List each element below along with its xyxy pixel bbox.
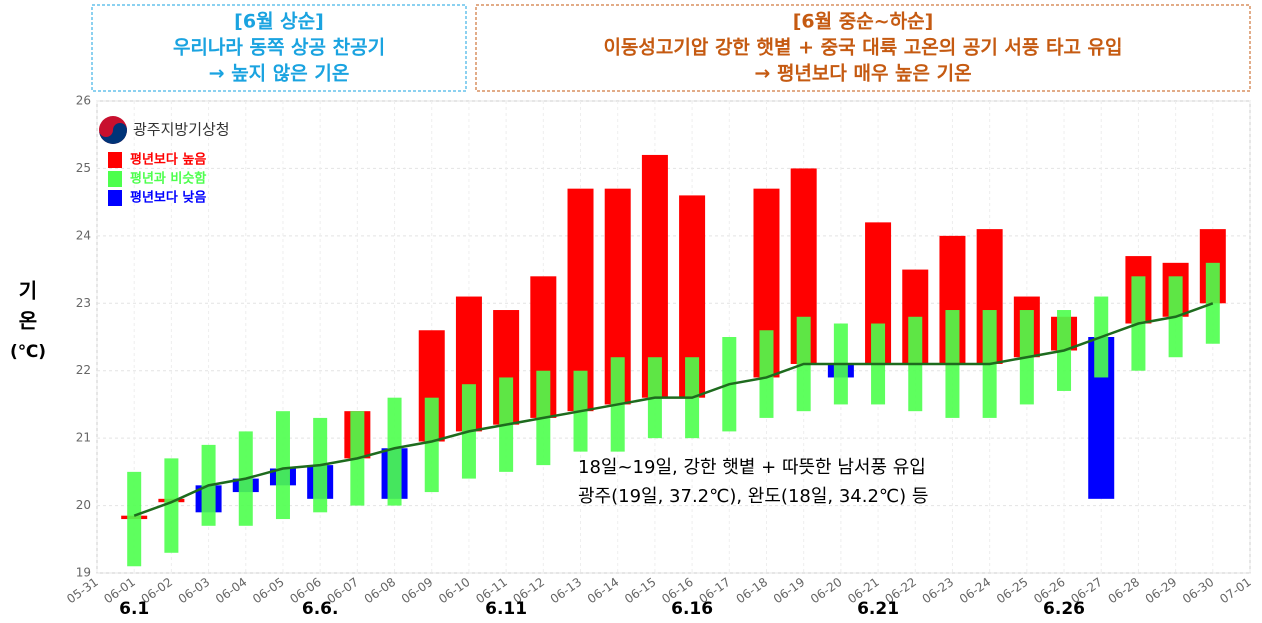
x-tick-label: 06-29 bbox=[1143, 575, 1180, 606]
annotation: 18일~19일, 강한 햇볕 + 따뜻한 남서풍 유입 bbox=[578, 457, 926, 478]
legend-label: 평년보다 낮음 bbox=[130, 190, 206, 206]
normal-range bbox=[275, 411, 290, 520]
left-line: [6월 상순] bbox=[234, 11, 324, 33]
x-tick-label: 06-20 bbox=[808, 575, 845, 606]
x-tick-label: 06-05 bbox=[250, 575, 287, 606]
y-tick-label: 20 bbox=[76, 498, 91, 512]
x-tick-label: 06-18 bbox=[734, 575, 771, 606]
x-tick-label: 06-09 bbox=[399, 575, 436, 606]
date-marker: 6.26 bbox=[1043, 599, 1085, 619]
x-tick-label: 06-28 bbox=[1106, 575, 1143, 606]
normal-range bbox=[759, 330, 774, 418]
left-line: 우리나라 동쪽 상공 찬공기 bbox=[173, 37, 385, 59]
annotation: 광주(19일, 37.2℃), 완도(18일, 34.2℃) 등 bbox=[578, 486, 928, 507]
y-tick-label: 22 bbox=[76, 363, 91, 377]
legend-swatch bbox=[108, 152, 122, 168]
legend-label: 평년보다 높음 bbox=[130, 152, 206, 168]
y-tick-label: 23 bbox=[76, 296, 91, 310]
x-tick-label: 06-13 bbox=[548, 575, 585, 606]
date-marker: 6.16 bbox=[671, 599, 713, 619]
y-axis-label: 기 bbox=[19, 279, 37, 303]
left-line: → 높지 않은 기온 bbox=[209, 63, 350, 85]
y-tick-label: 26 bbox=[76, 94, 91, 108]
left-box bbox=[91, 4, 467, 92]
y-tick-label: 19 bbox=[76, 566, 91, 580]
right-line: 이동성고기압 강한 햇볕 + 중국 대륙 고온의 공기 서풍 타고 유입 bbox=[603, 37, 1122, 59]
y-axis-label: 온 bbox=[19, 309, 37, 333]
x-tick-label: 06-30 bbox=[1180, 575, 1217, 606]
legend-swatch bbox=[108, 171, 122, 187]
legend-swatch bbox=[108, 190, 122, 206]
x-tick-label: 05-31 bbox=[64, 575, 101, 606]
date-marker: 6.21 bbox=[857, 599, 899, 619]
logo-text: 광주지방기상청 bbox=[133, 121, 230, 139]
normal-range bbox=[127, 471, 142, 567]
x-tick-label: 06-08 bbox=[362, 575, 399, 606]
x-tick-label: 06-25 bbox=[994, 575, 1031, 606]
x-tick-label: 06-15 bbox=[622, 575, 659, 606]
y-axis-label: (℃) bbox=[10, 342, 46, 362]
normal-line bbox=[133, 302, 1214, 517]
normal-range bbox=[424, 397, 439, 493]
y-tick-label: 25 bbox=[76, 161, 91, 175]
right-box bbox=[475, 4, 1251, 92]
legend-label: 평년과 비슷함 bbox=[130, 171, 206, 187]
normal-range bbox=[387, 397, 402, 506]
x-tick-label: 06-04 bbox=[213, 575, 250, 606]
y-tick-label: 24 bbox=[76, 228, 91, 242]
x-tick-label: 06-03 bbox=[176, 575, 213, 606]
date-marker: 6.1 bbox=[119, 599, 149, 619]
x-tick-label: 06-24 bbox=[957, 575, 994, 606]
x-tick-label: 06-19 bbox=[771, 575, 808, 606]
x-tick-label: 07-01 bbox=[1217, 575, 1254, 606]
right-line: → 평년보다 매우 높은 기온 bbox=[754, 63, 971, 85]
date-marker: 6.11 bbox=[485, 599, 527, 619]
date-marker: 6.6. bbox=[302, 599, 339, 619]
x-tick-label: 06-10 bbox=[436, 575, 473, 606]
normal-range bbox=[164, 458, 179, 553]
right-line: [6월 중순~하순] bbox=[793, 11, 934, 33]
x-tick-label: 06-23 bbox=[920, 575, 957, 606]
logo: 광주지방기상청 bbox=[99, 116, 230, 144]
x-tick-label: 06-14 bbox=[585, 575, 622, 606]
y-tick-label: 21 bbox=[76, 431, 91, 445]
